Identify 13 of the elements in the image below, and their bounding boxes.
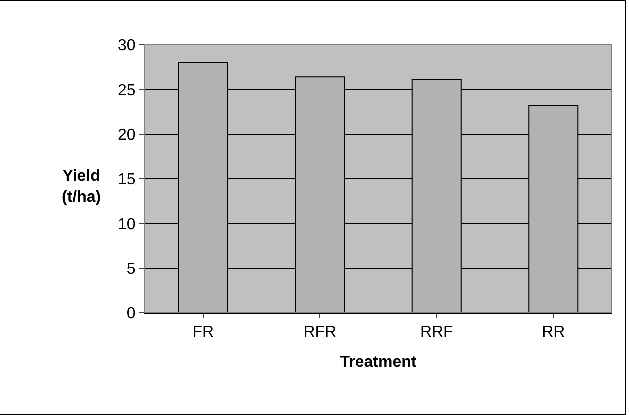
x-tick-label: RR — [542, 324, 566, 342]
y-tick-label: 30 — [118, 38, 136, 55]
y-tick-label: 15 — [118, 172, 136, 189]
x-axis-title: Treatment — [340, 354, 418, 371]
y-tick-label: 20 — [118, 126, 136, 144]
x-tick-label: RRF — [420, 324, 454, 342]
x-tick-label: FR — [192, 324, 214, 342]
y-tick-label: 10 — [118, 216, 136, 234]
y-tick-label: 0 — [126, 306, 136, 323]
y-tick-label: 25 — [118, 82, 136, 100]
y-tick-label: 5 — [126, 260, 136, 278]
x-tick-label: RFR — [304, 324, 337, 342]
y-axis-title: Yield (t/ha) — [62, 168, 102, 206]
